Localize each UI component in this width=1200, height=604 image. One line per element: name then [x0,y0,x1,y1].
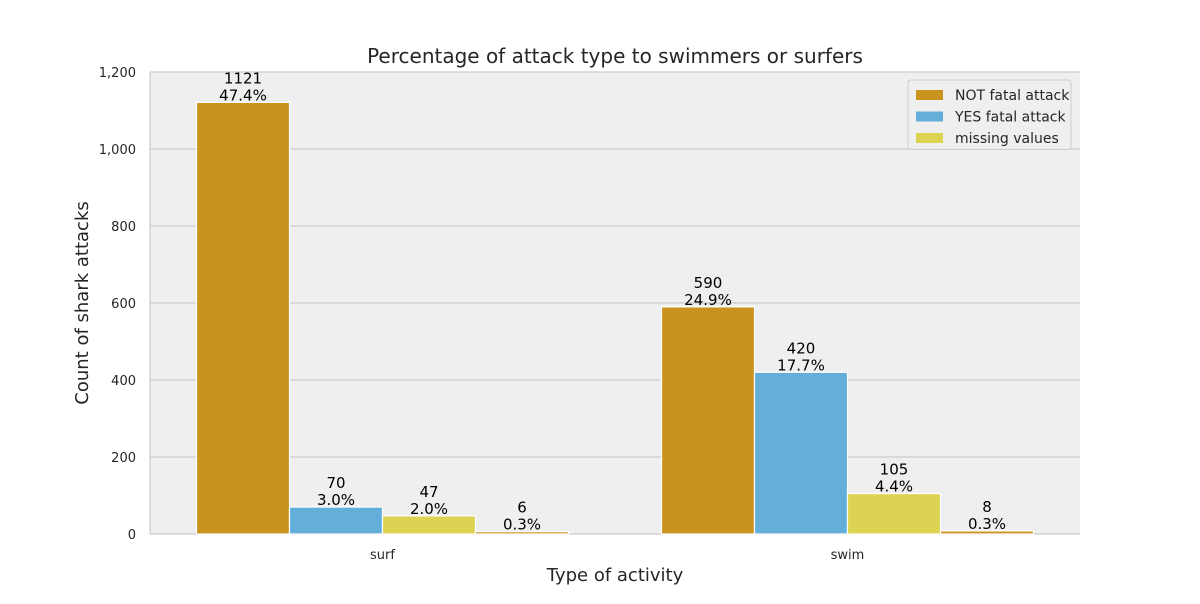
bar-percent-label: 2.0% [410,500,448,518]
bar-value-label: 420 [787,339,816,357]
bar-percent-label: 17.7% [777,356,825,374]
bar [288,506,384,535]
bar-percent-label: 24.9% [684,291,732,309]
bar-value-label: 8 [982,498,992,516]
legend-swatch [916,90,943,100]
y-tick-label: 600 [111,297,136,312]
bar-value-label: 105 [880,461,909,479]
legend-swatch [916,133,943,143]
y-tick-label: 0 [128,528,136,543]
bar-percent-label: 47.4% [219,86,267,104]
bar [474,531,570,535]
bar-value-label: 47 [419,483,438,501]
bar [660,306,756,535]
bar [195,101,291,535]
bar-value-label: 6 [517,499,527,517]
legend: NOT fatal attack YES fatal attack missing … [907,79,1072,150]
legend-box [907,79,1072,150]
y-tick-label: 200 [111,451,136,466]
legend-swatch [916,111,943,122]
bar [753,371,849,535]
x-axis-ticks: surf swim [370,548,864,563]
bar-percent-label: 0.3% [968,515,1006,533]
x-tick-label: swim [831,548,865,563]
bar [939,530,1035,535]
bar-percent-label: 3.0% [317,491,355,509]
bar-value-label: 1121 [224,69,262,87]
y-tick-label: 1,000 [99,143,136,158]
y-tick-label: 800 [111,220,136,235]
bars [195,101,1035,535]
bar [381,515,477,535]
bar-percent-label: 0.3% [503,516,541,534]
y-tick-label: 1,200 [99,66,136,81]
y-axis-title: Count of shark attacks [72,201,93,404]
chart-title: Percentage of attack type to swimmers or… [367,44,863,68]
y-axis-ticks: 0 200 400 600 800 1,000 1,200 [99,66,136,543]
bar-percent-label: 4.4% [875,478,913,496]
x-tick-label: surf [370,548,395,563]
bar-value-label: 590 [694,274,723,292]
legend-label: missing values [955,131,1059,147]
y-tick-label: 400 [111,374,136,389]
legend-label: NOT fatal attack [955,88,1070,104]
bar [846,492,942,535]
legend-label: YES fatal attack [954,110,1066,126]
bar-value-label: 70 [326,474,345,492]
x-axis-title: Type of activity [546,565,684,586]
